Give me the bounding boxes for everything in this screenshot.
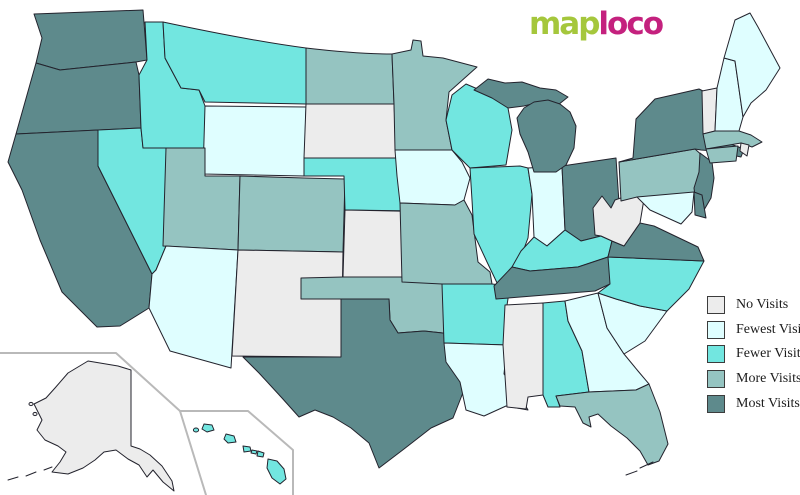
- state-montana: [162, 21, 307, 105]
- state-new-mexico: [231, 249, 344, 358]
- state-colorado: [237, 175, 346, 253]
- state-arizona: [148, 245, 239, 369]
- legend-label: Most Visits: [736, 395, 800, 411]
- visits-legend: No Visits Fewest Visits Fewer Visits Mor…: [707, 293, 800, 416]
- state-rhode-island: [739, 142, 750, 157]
- logo-text-map: map: [529, 6, 600, 42]
- legend-item-fewest-visits: Fewest Visits: [707, 318, 800, 343]
- logo-text-loco: loco: [598, 6, 664, 42]
- alaska-inset-border: [0, 352, 207, 495]
- legend-label: Fewer Visits: [736, 346, 800, 362]
- legend-item-fewer-visits: Fewer Visits: [707, 342, 800, 367]
- state-south-dakota: [303, 103, 398, 159]
- state-north-dakota: [305, 47, 395, 105]
- state-oregon: [15, 61, 142, 135]
- state-wyoming: [202, 105, 307, 177]
- legend-swatch-fewest-visits: [707, 320, 725, 339]
- state-florida: [555, 383, 669, 476]
- state-washington: [33, 9, 148, 71]
- state-missouri: [399, 199, 493, 285]
- state-texas: [242, 298, 465, 469]
- state-michigan: [473, 78, 577, 173]
- legend-item-no-visits: No Visits: [707, 293, 800, 318]
- legend-label: More Visits: [736, 371, 800, 387]
- legend-swatch-more-visits: [707, 370, 725, 389]
- state-delaware: [693, 191, 707, 219]
- state-connecticut: [705, 145, 739, 164]
- legend-item-more-visits: More Visits: [707, 367, 800, 392]
- legend-item-most-visits: Most Visits: [707, 391, 800, 416]
- legend-label: No Visits: [736, 297, 789, 313]
- legend-swatch-most-visits: [707, 394, 725, 413]
- legend-label: Fewest Visits: [736, 321, 800, 337]
- hawaii-inset-border: [179, 410, 294, 495]
- legend-swatch-no-visits: [707, 296, 725, 315]
- state-mississippi: [502, 302, 544, 410]
- state-wisconsin: [445, 83, 513, 169]
- state-maine: [723, 12, 781, 118]
- legend-swatch-fewer-visits: [707, 345, 725, 364]
- state-indiana: [527, 165, 566, 247]
- state-hawaii: [192, 423, 287, 485]
- maploco-logo[interactable]: maploco: [529, 6, 664, 42]
- state-iowa: [394, 149, 471, 206]
- state-north-carolina: [597, 256, 705, 312]
- state-alaska: [7, 360, 175, 492]
- state-maryland: [636, 191, 695, 225]
